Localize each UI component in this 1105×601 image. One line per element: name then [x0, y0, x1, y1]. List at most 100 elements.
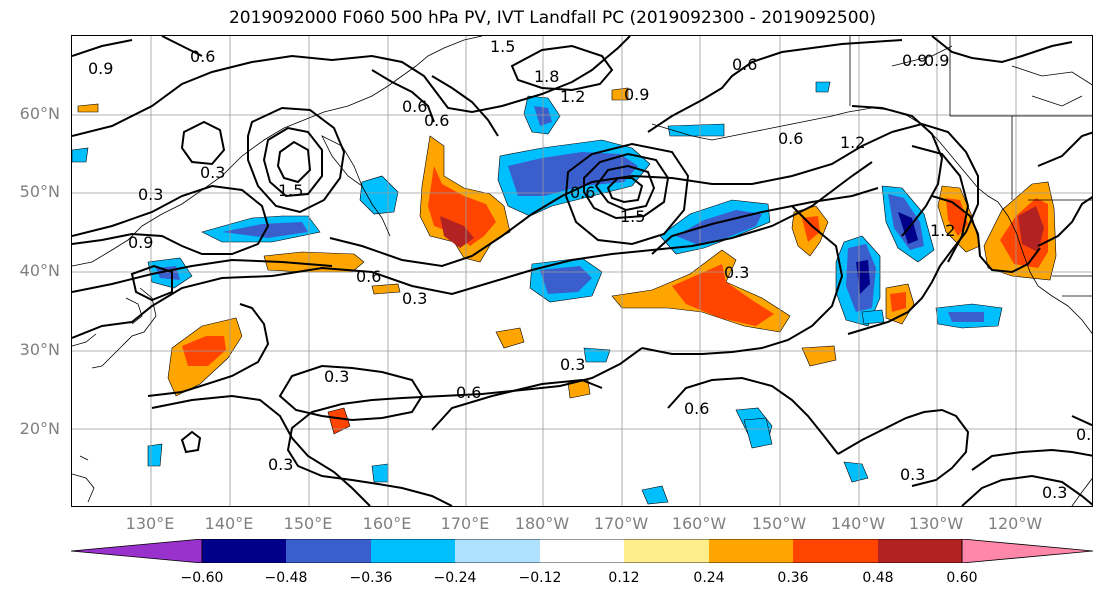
contour-label: 0.6: [684, 399, 709, 418]
contour-label: 0.3: [402, 289, 427, 308]
negative-anomaly: [861, 309, 885, 325]
contour-label: 0.6: [424, 111, 449, 130]
colorbar-tick: −0.48: [264, 570, 308, 586]
lat-label-60: 60°N: [19, 104, 60, 123]
contour-label: 0.3: [560, 355, 585, 374]
colorbar-segment: [286, 539, 371, 563]
contour-label: 0.9: [88, 59, 113, 78]
contour-label: 0.3: [724, 263, 749, 282]
contour-label: 0.6: [356, 267, 381, 286]
contour-label: 0.3: [138, 185, 163, 204]
contour-label: 1.5: [278, 181, 303, 200]
lat-label-50: 50°N: [19, 182, 60, 201]
contour-label: 0.6: [402, 97, 427, 116]
lon-label-120w: 120°W: [987, 514, 1043, 533]
contour-label: 0.6: [778, 129, 803, 148]
contour-label: 1.2: [930, 221, 955, 240]
positive-anomaly: [440, 216, 474, 248]
contour-label: 0.9: [902, 51, 927, 70]
contour-label: 0.3: [324, 367, 349, 386]
negative-anomaly: [948, 312, 984, 322]
negative-anomaly: [676, 210, 762, 244]
colorbar-segment: [793, 539, 878, 563]
colorbar-segment: [455, 539, 540, 563]
negative-anomaly: [667, 123, 725, 137]
negative-anomaly: [815, 81, 831, 93]
colorbar-tick: −0.12: [518, 570, 562, 586]
colorbar: [71, 539, 1093, 563]
positive-anomaly: [371, 283, 401, 295]
lon-label-160w: 160°W: [671, 514, 727, 533]
negative-anomaly: [359, 175, 399, 215]
contour-label: 0.3: [268, 455, 293, 474]
negative-anomaly: [508, 152, 638, 196]
colorbar-outline: [201, 539, 963, 563]
positive-anomaly: [495, 327, 525, 349]
positive-anomaly: [327, 407, 351, 435]
negative-anomaly: [641, 485, 669, 505]
negative-anomaly: [843, 461, 869, 483]
contour-label: 1.5: [620, 207, 645, 226]
colorbar-tick: −0.60: [180, 570, 224, 586]
colorbar-tick: 0.24: [693, 570, 725, 586]
positive-anomaly: [946, 198, 968, 236]
contour-label: 1.5: [490, 37, 515, 56]
graticule: [72, 36, 1092, 506]
contour-label: 0.3: [900, 465, 925, 484]
contour-label: 0.9: [924, 51, 949, 70]
contour-label: 1.2: [560, 87, 585, 106]
lon-label-170w: 170°W: [593, 514, 649, 533]
lon-label-140w: 140°W: [830, 514, 886, 533]
lat-label-30: 30°N: [19, 340, 60, 359]
contour-label: 0.6: [570, 183, 595, 202]
negative-anomaly: [540, 266, 592, 294]
positive-anomaly: [1018, 206, 1044, 252]
colorbar-tick: 0.36: [777, 570, 809, 586]
negative-anomaly: [583, 347, 611, 363]
contour-label: 0.3: [1042, 483, 1067, 502]
map-panel: 0.9 0.6 1.5 1.8 1.2 0.9 0.6 0.9 0.3 0.6 …: [71, 35, 1093, 507]
negative-anomaly: [371, 463, 389, 483]
contour-label: 1.8: [534, 67, 559, 86]
colorbar-segment: [371, 539, 455, 563]
contour-labels: 0.9 0.6 1.5 1.8 1.2 0.9 0.6 0.9 0.3 0.6 …: [88, 37, 1093, 502]
lon-label-140e: 140°E: [204, 514, 254, 533]
colorbar-tick: 0.60: [946, 570, 978, 586]
colorbar-tick: −0.24: [433, 570, 477, 586]
colorbar-tick: 0.48: [862, 570, 894, 586]
contour-label: 0.6: [456, 383, 481, 402]
contour-label: 0.6: [732, 55, 757, 74]
lon-label-180w: 180°W: [514, 514, 570, 533]
positive-anomaly: [77, 103, 99, 113]
colorbar-lower-extension: [71, 539, 203, 563]
colorbar-tick: −0.36: [349, 570, 393, 586]
colorbar-segment: [540, 539, 624, 563]
negative-anomaly: [743, 417, 773, 449]
negative-anomaly: [147, 443, 163, 467]
positive-anomaly: [672, 264, 774, 326]
contour-label: 0.3: [1076, 425, 1093, 444]
contour-label: 0.9: [624, 85, 649, 104]
lon-label-150w: 150°W: [751, 514, 807, 533]
colorbar-segment: [878, 539, 962, 563]
colorbar-segment: [709, 539, 793, 563]
positive-anomaly: [263, 251, 365, 273]
lon-label-130w: 130°W: [908, 514, 964, 533]
shading-layer: [72, 81, 1057, 505]
colorbar-upper-extension: [961, 539, 1093, 563]
lat-label-20: 20°N: [19, 419, 60, 438]
colorbar-segment: [624, 539, 709, 563]
contour-label: 0.6: [190, 47, 215, 66]
map-title: 2019092000 F060 500 hPa PV, IVT Landfall…: [228, 8, 876, 28]
lon-label-160e: 160°E: [362, 514, 412, 533]
positive-anomaly: [611, 87, 629, 101]
lon-label-150e: 150°E: [283, 514, 333, 533]
negative-anomaly: [72, 147, 89, 163]
colorbar-segment: [202, 539, 286, 563]
positive-anomaly: [801, 345, 837, 367]
lon-label-170e: 170°E: [440, 514, 490, 533]
pv-contours: [72, 36, 1092, 506]
lon-label-130e: 130°E: [125, 514, 175, 533]
negative-anomaly: [856, 260, 870, 294]
lat-label-40: 40°N: [19, 261, 60, 280]
